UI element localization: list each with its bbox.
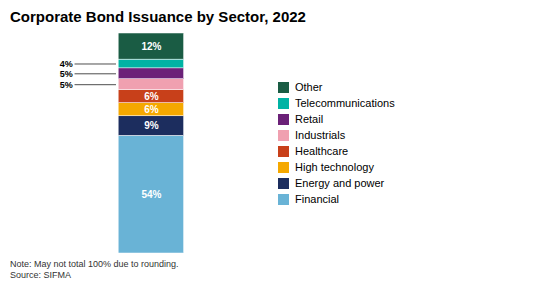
html-text:Other: Other: [295, 81, 323, 93]
html-text:Healthcare: Healthcare: [295, 145, 349, 157]
html-text:Financial: Financial: [295, 193, 339, 205]
svg-text:12%: 12%: [141, 41, 161, 52]
html-text:Note: May not total 100% due t: Note: May not total 100% due to rounding…: [10, 259, 179, 281]
html-text:Energy and power: Energy and power: [295, 177, 385, 189]
html-text:Industrials: Industrials: [295, 129, 346, 141]
svg-text:6%: 6%: [144, 104, 159, 115]
svg-text:54%: 54%: [141, 189, 161, 200]
html-text:Retail: Retail: [295, 113, 324, 125]
html-text:Corporate Bond Issuance by Sec: Corporate Bond Issuance by Sector, 2022: [10, 8, 306, 25]
svg-text:4%: 4%: [60, 59, 73, 69]
html-text:Telecommunications: Telecommunications: [295, 97, 395, 109]
svg-text:6%: 6%: [144, 91, 159, 102]
svg-text:5%: 5%: [60, 80, 73, 90]
svg-text:5%: 5%: [60, 69, 73, 79]
svg-text:9%: 9%: [144, 120, 159, 131]
html-text:High technology: High technology: [295, 161, 374, 173]
